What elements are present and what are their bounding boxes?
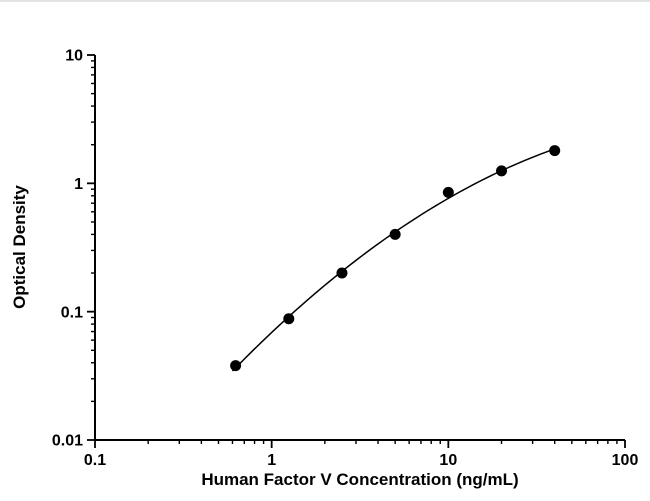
y-tick-label: 0.1 bbox=[61, 304, 83, 321]
fit-curve bbox=[231, 147, 557, 372]
data-point bbox=[496, 165, 508, 177]
data-point bbox=[389, 228, 401, 240]
y-tick-label: 0.01 bbox=[52, 433, 83, 450]
data-point bbox=[549, 145, 561, 157]
y-axis-title: Optical Density bbox=[10, 185, 29, 309]
x-tick-label: 1 bbox=[267, 452, 276, 469]
y-tick-label: 10 bbox=[65, 48, 83, 65]
x-axis-title: Human Factor V Concentration (ng/mL) bbox=[201, 470, 519, 489]
data-point bbox=[336, 267, 348, 279]
x-tick-label: 10 bbox=[439, 452, 457, 469]
top-divider bbox=[0, 0, 650, 2]
x-tick-label: 100 bbox=[612, 452, 639, 469]
data-point bbox=[230, 360, 242, 372]
data-point bbox=[442, 186, 454, 198]
data-point bbox=[283, 313, 295, 325]
y-tick-label: 1 bbox=[74, 176, 83, 193]
x-tick-label: 0.1 bbox=[84, 452, 106, 469]
